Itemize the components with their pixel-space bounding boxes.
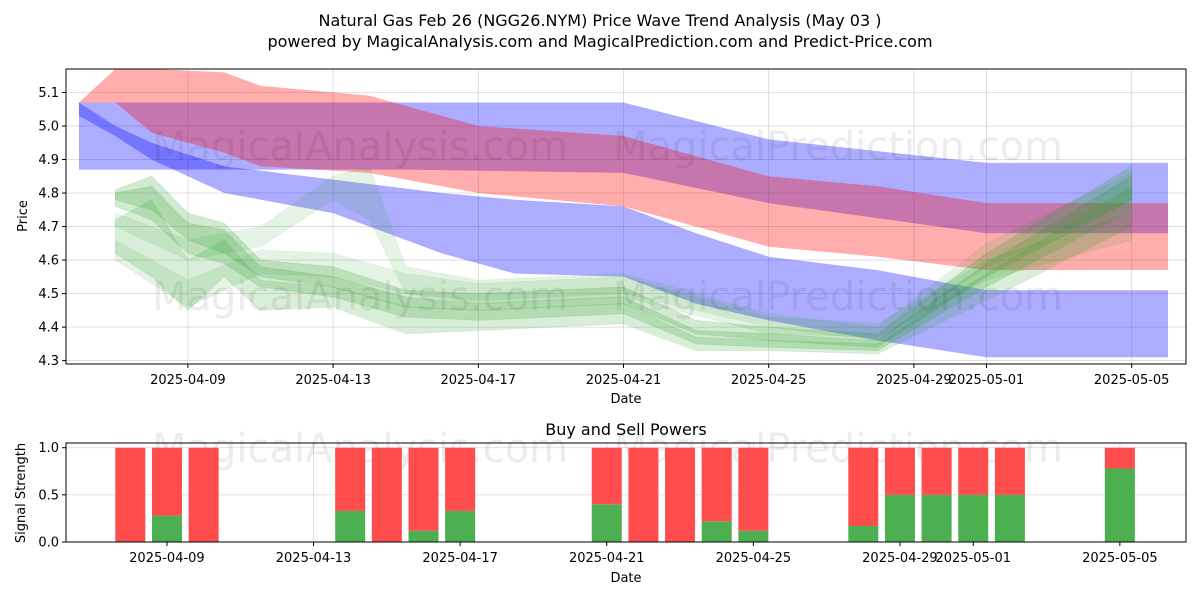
price-y-tick-label: 5.0 xyxy=(38,119,59,134)
signal-bars xyxy=(115,447,1135,542)
price-axes-frame xyxy=(65,68,1187,365)
signal-x-tick-label: 2025-05-05 xyxy=(1082,551,1158,566)
signal-x-tick-label: 2025-05-01 xyxy=(935,551,1011,566)
sell-bar xyxy=(188,447,219,542)
price-x-tick-label: 2025-04-09 xyxy=(150,373,226,388)
red-wave xyxy=(79,69,1168,271)
blue-wave-lower xyxy=(79,102,1168,358)
green-wave-1 xyxy=(114,165,1133,348)
price-y-tick-label: 4.3 xyxy=(38,354,59,369)
signal-y-ticks: 0.0 0.5 1.0 xyxy=(38,441,66,551)
signal-y-tick-label: 1.0 xyxy=(38,441,59,456)
signal-axes-frame xyxy=(65,442,1187,543)
signal-x-tick-label: 2025-04-21 xyxy=(569,551,645,566)
buy-bar xyxy=(994,494,1025,542)
price-x-tick-label: 2025-05-01 xyxy=(949,373,1025,388)
sell-bar xyxy=(884,447,915,495)
sell-bar xyxy=(371,447,402,542)
sell-bar xyxy=(1104,447,1135,469)
buy-bar xyxy=(848,525,879,542)
price-bands xyxy=(79,69,1168,358)
price-x-tick-label: 2025-05-05 xyxy=(1094,373,1170,388)
buy-sell-title: Buy and Sell Powers xyxy=(545,420,707,439)
signal-y-tick-label: 0.5 xyxy=(38,488,59,503)
watermark-top-left: MagicalAnalysis.com xyxy=(152,124,568,170)
watermark-mid-left: MagicalAnalysis.com xyxy=(152,274,568,320)
buy-bar xyxy=(591,504,622,542)
signal-x-tick-label: 2025-04-09 xyxy=(129,551,205,566)
price-y-tick-label: 4.7 xyxy=(38,220,59,235)
price-y-ticks: 4.3 4.4 4.5 4.6 4.7 4.8 4.9 5.0 5.1 xyxy=(38,86,66,369)
sell-bar xyxy=(445,447,476,511)
price-grid xyxy=(66,69,1186,364)
signal-x-axis-label: Date xyxy=(610,571,641,586)
sell-bar xyxy=(958,447,989,495)
buy-bar xyxy=(445,510,476,542)
price-x-tick-label: 2025-04-25 xyxy=(731,373,807,388)
price-x-tick-label: 2025-04-13 xyxy=(295,373,371,388)
green-wave-5 xyxy=(114,212,1133,338)
sell-bar xyxy=(151,447,182,516)
green-wave-4 xyxy=(114,165,1133,342)
price-y-tick-label: 5.1 xyxy=(38,86,59,101)
sell-bar xyxy=(921,447,952,495)
price-y-tick-label: 4.5 xyxy=(38,287,59,302)
signal-x-tick-label: 2025-04-25 xyxy=(716,551,792,566)
sell-bar xyxy=(701,447,732,522)
signal-y-axis-label: Signal Strength xyxy=(14,443,29,543)
signal-x-tick-label: 2025-04-17 xyxy=(422,551,498,566)
signal-x-ticks: 2025-04-09 2025-04-13 2025-04-17 2025-04-21… xyxy=(129,542,1158,566)
price-x-tick-label: 2025-04-29 xyxy=(876,373,952,388)
sell-bar xyxy=(591,447,622,505)
price-y-tick-label: 4.9 xyxy=(38,153,59,168)
buy-bar xyxy=(884,494,915,542)
sell-bar xyxy=(115,447,146,542)
price-x-tick-label: 2025-04-21 xyxy=(586,373,662,388)
signal-x-tick-label: 2025-04-13 xyxy=(276,551,352,566)
buy-bar xyxy=(408,530,439,542)
watermark-top-right: MagicalPrediction.com xyxy=(613,124,1063,170)
buy-bar xyxy=(921,494,952,542)
sell-bar xyxy=(628,447,659,542)
sell-bar xyxy=(738,447,769,531)
buy-bar xyxy=(151,515,182,542)
price-x-tick-label: 2025-04-17 xyxy=(441,373,517,388)
price-wave-chart: MagicalAnalysis.com MagicalPrediction.co… xyxy=(16,68,1187,407)
price-x-axis-label: Date xyxy=(610,392,641,407)
sell-bar xyxy=(848,447,879,526)
buy-sell-powers-chart: Buy and Sell Powers MagicalAnalysis.com … xyxy=(14,420,1187,586)
green-wave-3 xyxy=(114,185,1133,355)
price-y-tick-label: 4.4 xyxy=(38,321,59,336)
watermark-mid-right: MagicalPrediction.com xyxy=(613,274,1063,320)
price-y-tick-label: 4.6 xyxy=(38,254,59,269)
buy-bar xyxy=(1104,468,1135,542)
figure-title-line-1: Natural Gas Feb 26 (NGG26.NYM) Price Wav… xyxy=(318,11,881,30)
buy-bar xyxy=(701,521,732,542)
figure-title-line-2: powered by MagicalAnalysis.com and Magic… xyxy=(267,32,932,51)
price-y-tick-label: 4.8 xyxy=(38,187,59,202)
buy-bar xyxy=(738,530,769,542)
sell-bar xyxy=(665,447,696,542)
signal-x-tick-label: 2025-04-29 xyxy=(862,551,938,566)
buy-bar xyxy=(335,510,366,542)
buy-bar xyxy=(958,494,989,542)
signal-y-tick-label: 0.0 xyxy=(38,536,59,551)
sell-bar xyxy=(994,447,1025,495)
blue-wave-upper xyxy=(79,102,1168,234)
sell-bar xyxy=(335,447,366,511)
price-y-axis-label: Price xyxy=(16,200,31,232)
green-wave-2 xyxy=(114,175,1133,352)
sell-bar xyxy=(408,447,439,531)
price-x-ticks: 2025-04-09 2025-04-13 2025-04-17 2025-04-21… xyxy=(150,364,1169,388)
